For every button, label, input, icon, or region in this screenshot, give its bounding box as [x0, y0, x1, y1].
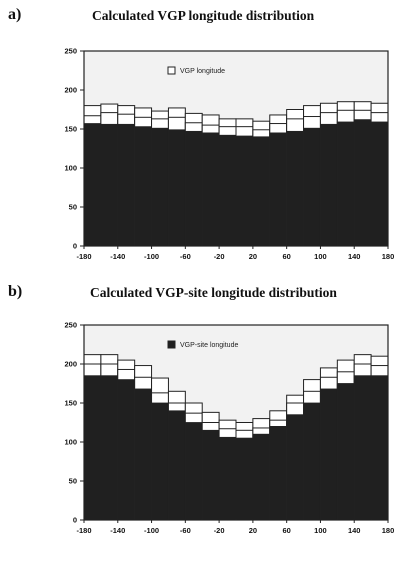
x-tick-label: 60 [282, 526, 290, 535]
y-tick-label: 0 [73, 516, 77, 525]
bar [184, 422, 203, 521]
y-tick-label: 200 [64, 360, 77, 369]
x-tick-label: 100 [314, 526, 327, 535]
vgp-longitude-chart: 0 50 100 150 200 250 -180 -140 -100 -60 -20 20 60 100… [64, 47, 395, 262]
y-tick-label: 0 [73, 242, 77, 251]
y-tick-label: 150 [64, 399, 77, 408]
x-tick-label: -60 [180, 526, 191, 535]
x-tick-label: -60 [180, 252, 191, 261]
bar [117, 379, 136, 521]
x-tick-label: 140 [348, 252, 361, 261]
panel-b-title: Calculated VGP-site longitude distributi… [90, 285, 337, 300]
bar [134, 388, 152, 521]
x-tick-label: -20 [214, 252, 225, 261]
bar [353, 119, 372, 247]
bar [83, 375, 102, 521]
bar [235, 437, 254, 521]
bar [201, 132, 220, 247]
bar [336, 383, 355, 521]
bar [151, 127, 169, 247]
legend-label: VGP-site longitude [180, 342, 238, 349]
y-tick-label: 200 [64, 86, 77, 95]
bar [100, 123, 119, 247]
bar [320, 123, 338, 247]
bar [218, 134, 237, 247]
y-tick-label: 250 [64, 47, 77, 56]
legend: VGP-site longitude [167, 340, 238, 349]
x-tick-label: -140 [110, 526, 125, 535]
y-tick-label: 50 [69, 477, 77, 486]
bar [269, 426, 288, 521]
bar [235, 135, 254, 247]
x-tick-label: 100 [314, 252, 327, 261]
x-tick-label: 180 [382, 526, 395, 535]
legend-swatch [167, 66, 176, 75]
x-tick-label: 60 [282, 252, 290, 261]
plot-frame [83, 324, 389, 521]
y-tick-label: 150 [64, 125, 77, 134]
x-tick-label: -100 [144, 526, 159, 535]
bar [168, 410, 186, 521]
panel-a-title: Calculated VGP longitude distribution [92, 8, 315, 23]
bar [353, 375, 372, 521]
bar [252, 136, 271, 247]
bar [201, 429, 220, 521]
bar [286, 130, 304, 247]
bar [83, 123, 102, 247]
x-tick-label: -100 [144, 252, 159, 261]
y-tick-label: 50 [69, 203, 77, 212]
plot-frame [83, 50, 389, 247]
bar [269, 132, 288, 247]
legend-swatch [167, 340, 176, 349]
bar [168, 129, 186, 247]
y-tick-label: 250 [64, 321, 77, 330]
y-tick-label: 100 [64, 438, 77, 447]
bar [370, 121, 389, 247]
vgp-site-longitude-chart: 0 50 100 150 200 250 -180 -140 -100 -60 -20 20 60 100… [64, 321, 395, 536]
y-tick-label: 100 [64, 164, 77, 173]
bar [151, 402, 169, 521]
x-tick-label: 140 [348, 526, 361, 535]
bar [286, 414, 304, 521]
bar [184, 130, 203, 247]
x-tick-label: -20 [214, 526, 225, 535]
bar [320, 388, 338, 521]
bar [336, 121, 355, 247]
bar [252, 433, 271, 521]
bar [100, 375, 119, 521]
bar [117, 123, 136, 247]
x-tick-label: -180 [76, 526, 91, 535]
bar [218, 436, 237, 521]
bar [370, 375, 389, 521]
bar [303, 402, 321, 521]
x-tick-label: 20 [249, 252, 257, 261]
legend-label: VGP longitude [180, 68, 225, 75]
panel-b-label: b) [8, 283, 23, 300]
panel-a-label: a) [8, 6, 22, 23]
x-tick-label: 180 [382, 252, 395, 261]
x-tick-label: -180 [76, 252, 91, 261]
bar [303, 127, 321, 247]
legend: VGP longitude [167, 66, 225, 75]
x-tick-label: -140 [110, 252, 125, 261]
x-tick-label: 20 [249, 526, 257, 535]
bar [134, 126, 152, 247]
